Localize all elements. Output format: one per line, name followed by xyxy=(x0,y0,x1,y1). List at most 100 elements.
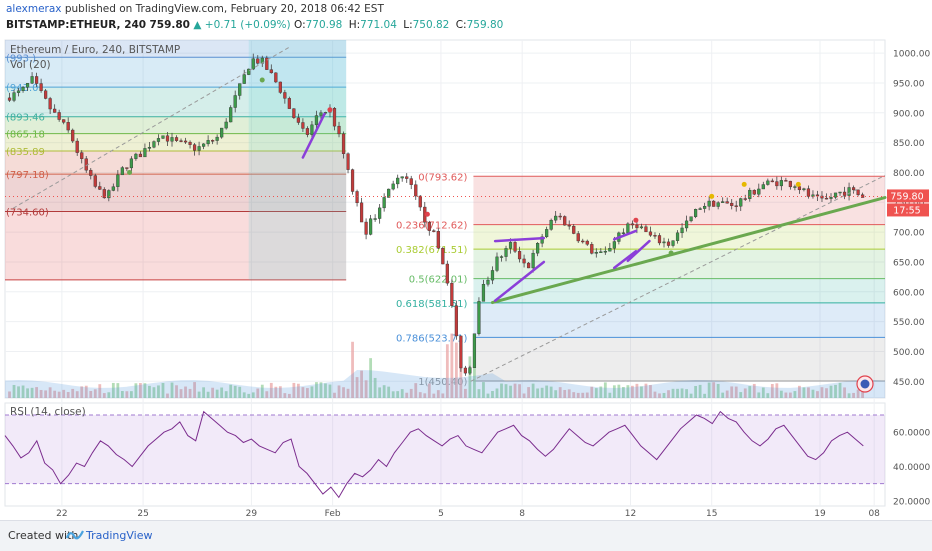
candle-body xyxy=(39,83,43,91)
volume-bar xyxy=(26,388,29,398)
volume-bar xyxy=(491,391,494,398)
tradingview-brand[interactable]: TradingView xyxy=(86,529,153,542)
volume-bar xyxy=(716,383,720,398)
volume-bar xyxy=(418,392,422,398)
price-chart[interactable]: (993.)(943.0(893.46(865.18(835.89(797.18… xyxy=(0,36,932,520)
candle-body xyxy=(143,148,147,158)
volume-bar xyxy=(220,387,224,398)
candle-body xyxy=(256,58,260,64)
eye-icon[interactable] xyxy=(856,375,874,393)
candle-body xyxy=(648,231,653,236)
candle-body xyxy=(522,258,526,264)
volume-bar xyxy=(509,385,512,398)
candle-body xyxy=(71,129,75,142)
y-tick-label: 650.00 xyxy=(893,258,925,268)
volume-bar xyxy=(111,382,115,398)
x-tick-label: 25 xyxy=(137,509,148,519)
candle-body xyxy=(517,251,522,260)
candle-body xyxy=(265,57,269,70)
volume-bar xyxy=(599,386,603,398)
trend-drawings[interactable] xyxy=(5,46,887,382)
volume-bar xyxy=(445,344,449,398)
grid-lines xyxy=(5,40,885,506)
rsi-indicator xyxy=(4,410,885,499)
volume-bar xyxy=(39,389,43,398)
candle-body xyxy=(508,242,513,249)
candle-body xyxy=(48,98,52,110)
candle-body xyxy=(743,198,747,200)
volume-bar xyxy=(834,384,837,398)
volume-bar xyxy=(807,387,810,398)
volume-bar xyxy=(612,385,616,398)
volume-bar xyxy=(229,384,233,398)
volume-bar xyxy=(558,387,562,398)
tradingview-logo-icon[interactable] xyxy=(66,528,84,542)
close-value: 759.80 xyxy=(466,19,504,31)
volume-bar xyxy=(653,391,657,398)
volume-bar xyxy=(179,389,183,398)
volume-bar xyxy=(260,384,264,398)
last-price-label: 759.80 xyxy=(890,191,923,202)
volume-bar xyxy=(71,388,75,398)
candle-body xyxy=(314,115,319,126)
candlesticks xyxy=(7,53,865,376)
candle-body xyxy=(788,180,792,188)
y-tick-label: 1000.00 xyxy=(893,50,930,60)
candle-body xyxy=(576,233,580,242)
fib-zone xyxy=(5,40,347,58)
candle-body xyxy=(278,81,282,93)
candle-body xyxy=(120,167,124,176)
volume-bar xyxy=(626,385,630,398)
volume-bar xyxy=(233,385,237,398)
candle-body xyxy=(183,140,188,143)
candle-body xyxy=(364,221,368,235)
volume-bar xyxy=(441,393,445,398)
candle-body xyxy=(621,232,625,234)
x-tick-label: 8 xyxy=(519,509,525,519)
candle-body xyxy=(21,87,25,91)
candle-body xyxy=(89,169,93,176)
volume-bar xyxy=(572,392,576,398)
volume-bar xyxy=(269,382,273,398)
signal-marker xyxy=(795,181,801,187)
volume-bar xyxy=(378,387,382,398)
main-pane[interactable] xyxy=(4,39,886,399)
last-price-badge: 759.80 17:55 xyxy=(887,189,929,217)
volume-bar xyxy=(355,377,359,398)
candle-body xyxy=(558,215,562,218)
fib-retracement-left[interactable]: (993.)(943.0(893.46(865.18(835.89(797.18… xyxy=(5,40,347,281)
volume-bar xyxy=(324,383,327,398)
candle-body xyxy=(229,107,233,123)
axes: 450.00500.00550.00600.00650.00700.00750.… xyxy=(56,50,930,519)
rsi-pane[interactable] xyxy=(4,402,886,507)
volume-bar xyxy=(116,383,120,398)
volume-bar xyxy=(527,387,530,398)
candle-body xyxy=(337,125,341,135)
volume-bar xyxy=(811,389,815,398)
candle-body xyxy=(635,224,639,229)
candle-body xyxy=(396,177,400,185)
volume-bar xyxy=(856,389,860,398)
volume-bar xyxy=(788,392,792,398)
candle-body xyxy=(739,198,743,207)
candle-body xyxy=(608,248,612,252)
candle-body xyxy=(797,186,802,191)
volume-bar xyxy=(134,383,138,398)
candle-body xyxy=(459,335,463,369)
fib-zone xyxy=(473,224,885,250)
volume-bar xyxy=(436,390,440,398)
volume-bar xyxy=(102,393,106,398)
candle-body xyxy=(53,108,57,113)
volume-bar xyxy=(301,387,305,398)
fib-level-label: 0.618(581.51) xyxy=(396,299,468,310)
candle-body xyxy=(590,244,594,254)
candle-body xyxy=(125,167,129,169)
candle-body xyxy=(526,262,531,269)
volume-bar xyxy=(296,383,300,398)
author-name[interactable]: alexmerax xyxy=(6,3,62,15)
volume-bar xyxy=(739,392,743,398)
fib-retracement-right[interactable]: 0(793.62) 0.236(712.62) 0.382(671.51) 0.5(6… xyxy=(396,172,885,388)
candle-body xyxy=(80,152,84,159)
volume-bar xyxy=(8,391,11,398)
x-tick-label: 29 xyxy=(246,509,258,519)
